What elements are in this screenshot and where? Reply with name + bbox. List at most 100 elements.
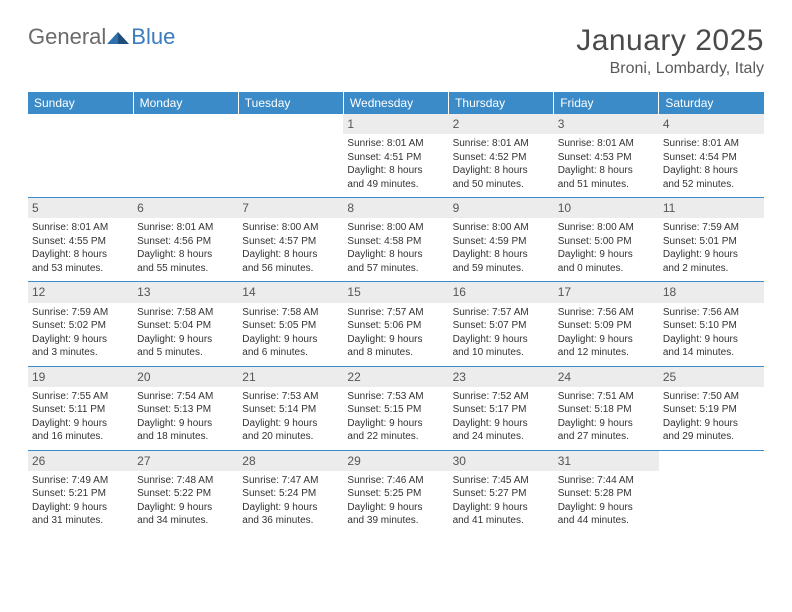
week-row: 1Sunrise: 8:01 AMSunset: 4:51 PMDaylight… bbox=[28, 114, 764, 198]
day-number: 31 bbox=[554, 451, 659, 471]
daylight-line-1: Daylight: 8 hours bbox=[453, 164, 550, 178]
day-number: 24 bbox=[554, 367, 659, 387]
sunset-line: Sunset: 5:09 PM bbox=[558, 319, 655, 333]
daylight-line-2: and 41 minutes. bbox=[453, 514, 550, 528]
sunrise-line: Sunrise: 7:59 AM bbox=[663, 221, 760, 235]
day-cell: 16 Sunrise: 7:57 AMSunset: 5:07 PMDayligh… bbox=[449, 282, 554, 366]
day-cell: 25Sunrise: 7:50 AMSunset: 5:19 PMDayligh… bbox=[659, 366, 764, 450]
day-number: 14 bbox=[238, 282, 343, 302]
day-cell: 17Sunrise: 7:56 AMSunset: 5:09 PMDayligh… bbox=[554, 282, 659, 366]
day-number: 8 bbox=[343, 198, 448, 218]
sunset-line: Sunset: 5:17 PM bbox=[453, 403, 550, 417]
logo-text-1: General bbox=[28, 24, 106, 50]
day-number: 30 bbox=[449, 451, 554, 471]
daylight-line-2: and 49 minutes. bbox=[347, 178, 444, 192]
day-cell: 6Sunrise: 8:01 AMSunset: 4:56 PMDaylight… bbox=[133, 198, 238, 282]
day-number: 7 bbox=[238, 198, 343, 218]
sunset-line: Sunset: 5:06 PM bbox=[347, 319, 444, 333]
day-number: 16 bbox=[449, 282, 554, 302]
sunrise-line: Sunrise: 8:01 AM bbox=[32, 221, 129, 235]
daylight-line-2: and 18 minutes. bbox=[137, 430, 234, 444]
day-cell: 22Sunrise: 7:53 AMSunset: 5:15 PMDayligh… bbox=[343, 366, 448, 450]
sunrise-line: Sunrise: 7:57 AM bbox=[453, 306, 550, 320]
day-number: 28 bbox=[238, 451, 343, 471]
daylight-line-2: and 20 minutes. bbox=[242, 430, 339, 444]
daylight-line-1: Daylight: 9 hours bbox=[347, 417, 444, 431]
sunset-line: Sunset: 5:13 PM bbox=[137, 403, 234, 417]
day-number: 9 bbox=[449, 198, 554, 218]
sunrise-line: Sunrise: 7:54 AM bbox=[137, 390, 234, 404]
daylight-line-2: and 8 minutes. bbox=[347, 346, 444, 360]
daylight-line-1: Daylight: 9 hours bbox=[663, 333, 760, 347]
daylight-line-1: Daylight: 9 hours bbox=[663, 417, 760, 431]
daylight-line-1: Daylight: 8 hours bbox=[663, 164, 760, 178]
day-number: 18 bbox=[659, 282, 764, 302]
day-cell: 11Sunrise: 7:59 AMSunset: 5:01 PMDayligh… bbox=[659, 198, 764, 282]
daylight-line-1: Daylight: 9 hours bbox=[558, 417, 655, 431]
month-title: January 2025 bbox=[576, 24, 764, 58]
logo: General Blue bbox=[28, 24, 175, 50]
day-number: 20 bbox=[133, 367, 238, 387]
calendar-table: Sunday Monday Tuesday Wednesday Thursday… bbox=[28, 92, 764, 534]
daylight-line-1: Daylight: 9 hours bbox=[242, 501, 339, 515]
day-cell bbox=[28, 114, 133, 198]
day-number: 25 bbox=[659, 367, 764, 387]
day-number: 5 bbox=[28, 198, 133, 218]
day-number: 10 bbox=[554, 198, 659, 218]
daylight-line-2: and 22 minutes. bbox=[347, 430, 444, 444]
daylight-line-1: Daylight: 9 hours bbox=[32, 417, 129, 431]
daylight-line-1: Daylight: 8 hours bbox=[347, 248, 444, 262]
sunset-line: Sunset: 4:52 PM bbox=[453, 151, 550, 165]
sunrise-line: Sunrise: 7:53 AM bbox=[242, 390, 339, 404]
daylight-line-1: Daylight: 9 hours bbox=[347, 501, 444, 515]
calendar-body: 1Sunrise: 8:01 AMSunset: 4:51 PMDaylight… bbox=[28, 114, 764, 534]
daylight-line-1: Daylight: 9 hours bbox=[453, 333, 550, 347]
daylight-line-2: and 27 minutes. bbox=[558, 430, 655, 444]
sunrise-line: Sunrise: 7:44 AM bbox=[558, 474, 655, 488]
day-cell: 5Sunrise: 8:01 AMSunset: 4:55 PMDaylight… bbox=[28, 198, 133, 282]
sunrise-line: Sunrise: 8:00 AM bbox=[453, 221, 550, 235]
sunset-line: Sunset: 4:58 PM bbox=[347, 235, 444, 249]
day-cell: 4Sunrise: 8:01 AMSunset: 4:54 PMDaylight… bbox=[659, 114, 764, 198]
day-number: 27 bbox=[133, 451, 238, 471]
day-cell: 28Sunrise: 7:47 AMSunset: 5:24 PMDayligh… bbox=[238, 450, 343, 534]
day-number: 21 bbox=[238, 367, 343, 387]
location: Broni, Lombardy, Italy bbox=[576, 60, 764, 78]
day-number: 29 bbox=[343, 451, 448, 471]
sunset-line: Sunset: 4:59 PM bbox=[453, 235, 550, 249]
dow-header: Sunday bbox=[28, 92, 133, 114]
day-cell: 20Sunrise: 7:54 AMSunset: 5:13 PMDayligh… bbox=[133, 366, 238, 450]
sunrise-line: Sunrise: 8:01 AM bbox=[453, 137, 550, 151]
sunset-line: Sunset: 4:55 PM bbox=[32, 235, 129, 249]
day-cell: 27Sunrise: 7:48 AMSunset: 5:22 PMDayligh… bbox=[133, 450, 238, 534]
dow-header: Tuesday bbox=[238, 92, 343, 114]
daylight-line-1: Daylight: 9 hours bbox=[453, 417, 550, 431]
sunrise-line: Sunrise: 7:50 AM bbox=[663, 390, 760, 404]
daylight-line-1: Daylight: 9 hours bbox=[558, 501, 655, 515]
daylight-line-2: and 53 minutes. bbox=[32, 262, 129, 276]
sunrise-line: Sunrise: 7:55 AM bbox=[32, 390, 129, 404]
sunset-line: Sunset: 5:15 PM bbox=[347, 403, 444, 417]
dow-header: Wednesday bbox=[343, 92, 448, 114]
daylight-line-2: and 29 minutes. bbox=[663, 430, 760, 444]
daylight-line-2: and 52 minutes. bbox=[663, 178, 760, 192]
title-block: January 2025 Broni, Lombardy, Italy bbox=[576, 24, 764, 78]
sunset-line: Sunset: 5:27 PM bbox=[453, 487, 550, 501]
dow-header: Monday bbox=[133, 92, 238, 114]
sunset-line: Sunset: 5:07 PM bbox=[453, 319, 550, 333]
daylight-line-1: Daylight: 8 hours bbox=[453, 248, 550, 262]
daylight-line-1: Daylight: 8 hours bbox=[347, 164, 444, 178]
day-number: 17 bbox=[554, 282, 659, 302]
daylight-line-2: and 24 minutes. bbox=[453, 430, 550, 444]
sunrise-line: Sunrise: 7:48 AM bbox=[137, 474, 234, 488]
sunrise-line: Sunrise: 7:56 AM bbox=[558, 306, 655, 320]
day-cell: 31Sunrise: 7:44 AMSunset: 5:28 PMDayligh… bbox=[554, 450, 659, 534]
sunset-line: Sunset: 4:56 PM bbox=[137, 235, 234, 249]
daylight-line-2: and 57 minutes. bbox=[347, 262, 444, 276]
day-cell: 30Sunrise: 7:45 AMSunset: 5:27 PMDayligh… bbox=[449, 450, 554, 534]
week-row: 19Sunrise: 7:55 AMSunset: 5:11 PMDayligh… bbox=[28, 366, 764, 450]
sunrise-line: Sunrise: 7:58 AM bbox=[242, 306, 339, 320]
daylight-line-1: Daylight: 9 hours bbox=[137, 333, 234, 347]
day-number: 11 bbox=[659, 198, 764, 218]
day-number: 26 bbox=[28, 451, 133, 471]
